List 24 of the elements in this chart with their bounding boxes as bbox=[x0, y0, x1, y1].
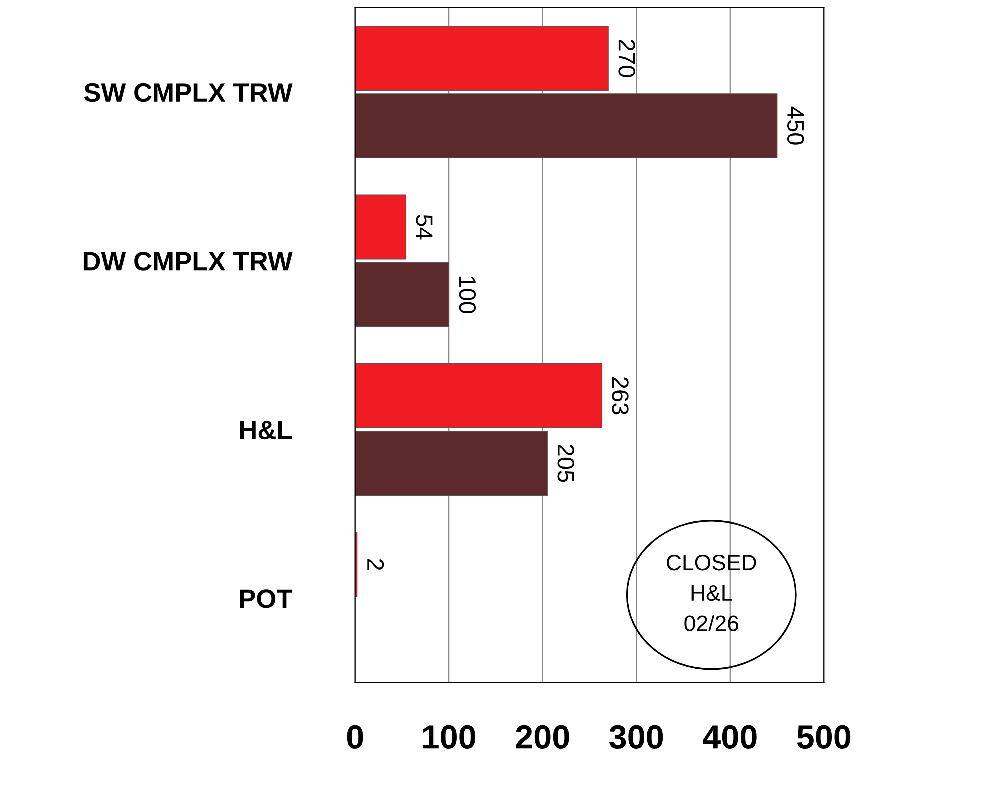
bar bbox=[355, 431, 548, 496]
data-label: 205 bbox=[558, 444, 574, 482]
bar bbox=[355, 364, 602, 428]
x-tick-label: 200 bbox=[516, 725, 570, 749]
x-tick-label: 100 bbox=[423, 725, 476, 749]
y-tick-label: SW CMPLX TRW bbox=[84, 83, 293, 102]
x-tick-label: 0 bbox=[347, 725, 364, 749]
y-tick-label: DW CMPLX TRW bbox=[84, 252, 293, 271]
data-label: 450 bbox=[787, 106, 804, 145]
bar bbox=[355, 194, 406, 260]
data-label: 2 bbox=[368, 559, 384, 570]
data-label: 54 bbox=[416, 215, 433, 240]
annotation: CLOSED H&L 02/26 bbox=[667, 554, 756, 632]
bar bbox=[355, 26, 609, 92]
data-label: 100 bbox=[459, 276, 476, 314]
y-tick-label: POT bbox=[240, 590, 293, 608]
bar bbox=[355, 262, 450, 328]
x-tick-label: 300 bbox=[610, 725, 664, 750]
data-label: 263 bbox=[612, 378, 629, 415]
data-label: 270 bbox=[618, 40, 636, 78]
x-tick-label: 500 bbox=[797, 725, 851, 749]
y-tick-label: H&L bbox=[240, 421, 292, 440]
bar bbox=[355, 94, 778, 159]
x-tick-label: 400 bbox=[703, 725, 757, 749]
